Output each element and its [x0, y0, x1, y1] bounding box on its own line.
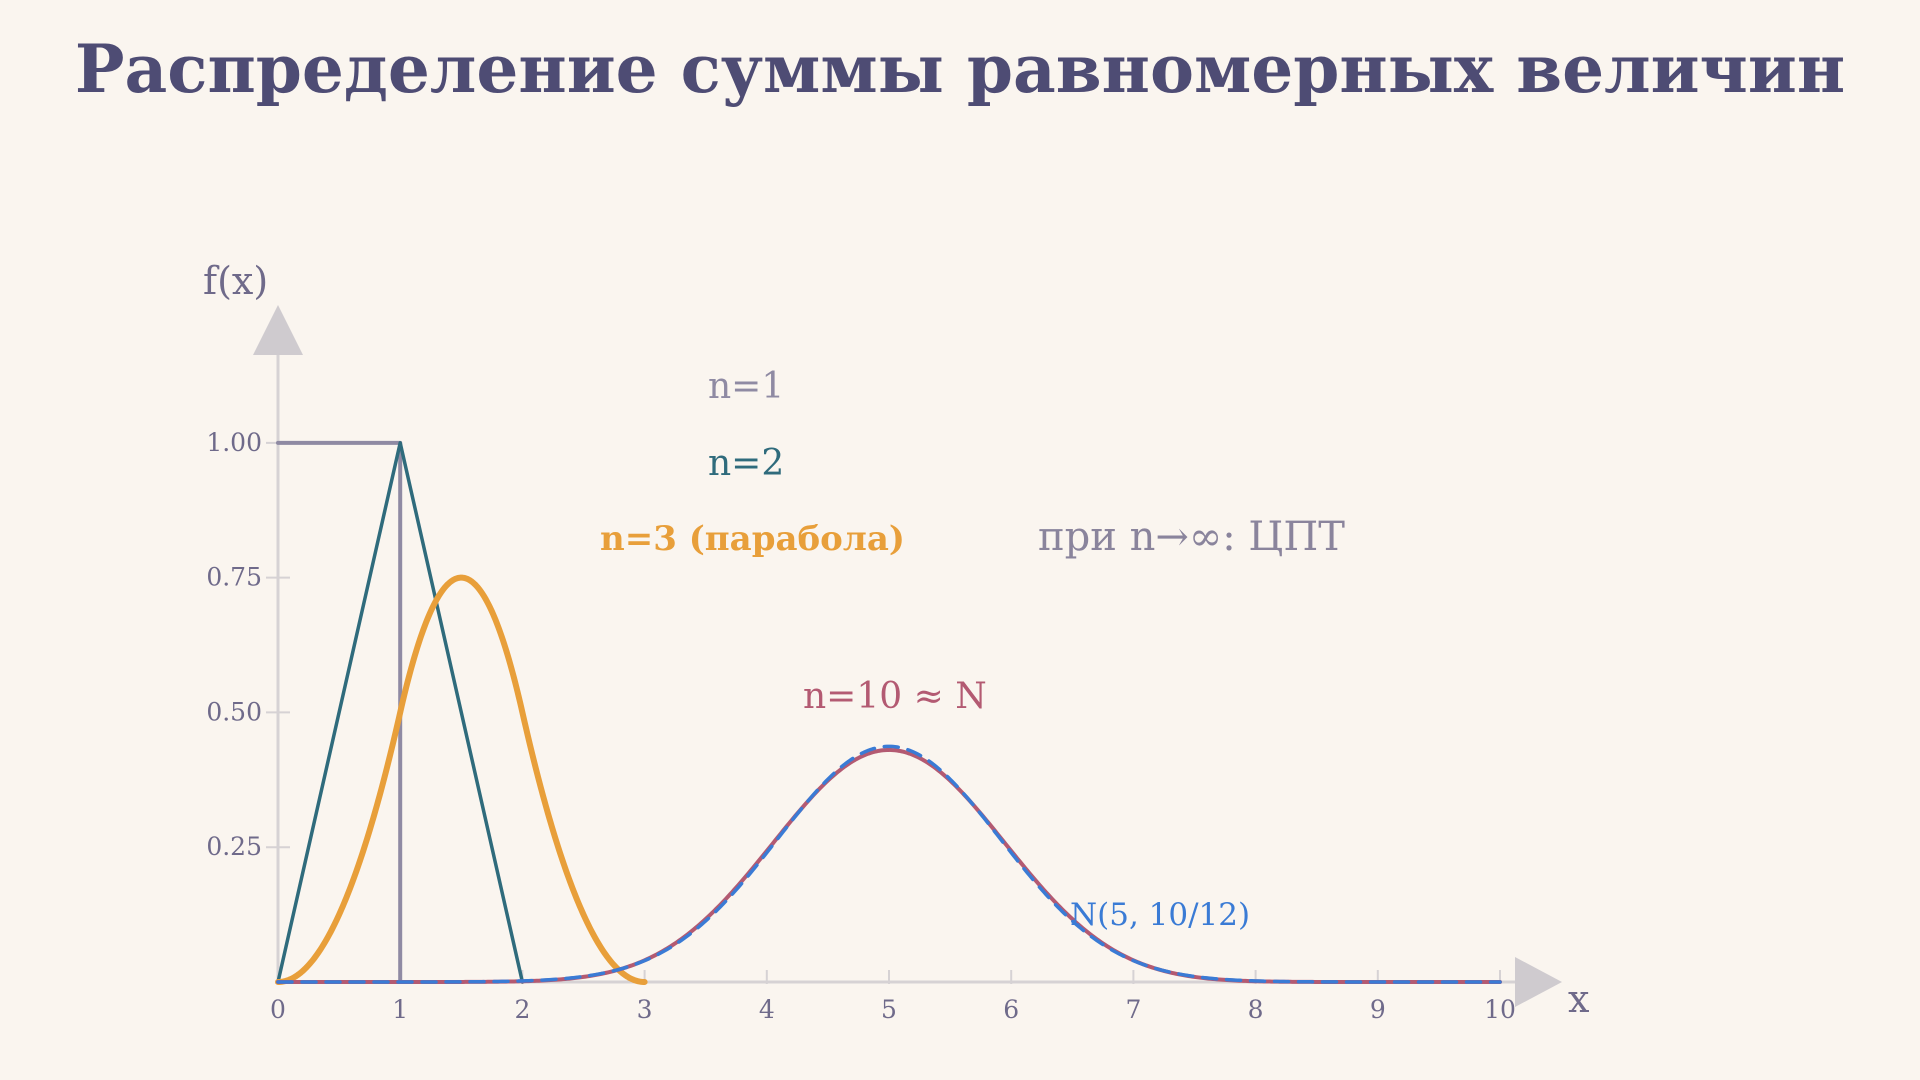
series-label-n3: n=3 (парабола) — [600, 519, 905, 559]
x-tick-label: 6 — [1003, 995, 1019, 1024]
x-tick-label: 3 — [637, 995, 653, 1024]
curve-n10 — [276, 747, 1502, 984]
chart-title: Распределение суммы равномерных величин — [74, 30, 1846, 108]
y-axis-arrow — [253, 305, 303, 355]
x-axis-arrow — [1515, 957, 1562, 1007]
series-label-n1: n=1 — [708, 366, 784, 407]
y-tick-label: 0.75 — [206, 563, 262, 592]
x-tick-label: 4 — [759, 995, 775, 1024]
x-axis-label: x — [1568, 977, 1589, 1021]
axes: x f(x) — [203, 259, 1589, 1021]
series-label-n2: n=2 — [708, 443, 784, 484]
ticks: 0 1 2 3 4 5 6 7 8 9 10 0.25 0.50 0.75 1.00 — [206, 428, 1516, 1024]
x-tick-label: 9 — [1370, 995, 1386, 1024]
y-tick-label: 0.25 — [206, 832, 262, 861]
series-label-normal: N(5, 10/12) — [1070, 897, 1250, 933]
x-tick-label: 7 — [1125, 995, 1141, 1024]
x-tick-label: 5 — [881, 995, 897, 1024]
x-tick-label: 1 — [392, 995, 408, 1024]
series-label-n10: n=10 ≈ N — [803, 676, 987, 717]
y-axis-label: f(x) — [203, 259, 268, 303]
x-tick-label: 0 — [270, 995, 286, 1024]
clt-annotation: при n→∞: ЦПТ — [1038, 514, 1345, 560]
y-tick-label: 1.00 — [206, 428, 262, 457]
curves — [275, 440, 1502, 985]
curve-normal — [276, 744, 1502, 984]
curve-n3 — [275, 574, 648, 985]
x-tick-label: 2 — [514, 995, 530, 1024]
x-tick-label: 10 — [1484, 995, 1516, 1024]
x-tick-label: 8 — [1248, 995, 1264, 1024]
y-tick-label: 0.50 — [206, 697, 262, 726]
labels: n=1 n=2 n=3 (парабола) при n→∞: ЦПТ n=10… — [600, 366, 1345, 933]
curve-n2 — [276, 441, 525, 984]
